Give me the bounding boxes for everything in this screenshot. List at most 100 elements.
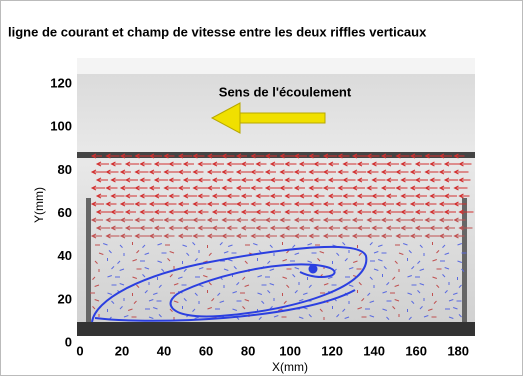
vector	[226, 161, 242, 167]
vector	[394, 260, 398, 264]
vector	[443, 225, 455, 231]
vector	[269, 209, 281, 215]
vector	[208, 282, 212, 286]
vector	[369, 276, 373, 280]
vector	[207, 307, 212, 310]
vector	[298, 225, 310, 231]
vector	[383, 266, 387, 270]
vector	[105, 185, 118, 191]
vector	[385, 193, 397, 199]
vector	[307, 260, 312, 263]
vector	[153, 193, 167, 199]
vector	[153, 177, 168, 183]
vector	[250, 169, 264, 175]
vector	[186, 252, 190, 256]
vector	[267, 260, 271, 264]
vector	[293, 201, 309, 207]
vector	[371, 193, 385, 199]
vector	[177, 169, 191, 175]
vector	[182, 177, 198, 183]
vector	[157, 243, 162, 246]
velocity-vectors	[90, 153, 474, 320]
vector	[382, 291, 387, 294]
vector	[197, 177, 211, 183]
vector	[351, 233, 367, 239]
vector	[337, 153, 350, 159]
vector	[197, 209, 209, 215]
vector	[182, 161, 194, 167]
vector	[244, 299, 250, 302]
vector	[250, 185, 263, 191]
vector	[244, 284, 250, 287]
vector	[453, 217, 466, 223]
vector	[371, 177, 386, 183]
vector	[250, 233, 265, 239]
vector	[226, 225, 238, 231]
vector	[177, 185, 190, 191]
vector	[240, 225, 255, 231]
vector	[395, 185, 408, 191]
vector	[327, 209, 341, 215]
vector	[292, 274, 296, 278]
vector	[382, 308, 387, 311]
vector	[351, 217, 363, 223]
vector	[255, 177, 271, 183]
vector	[366, 217, 381, 223]
vector	[198, 267, 204, 270]
vector	[257, 275, 262, 278]
vector	[192, 242, 196, 246]
vector	[255, 161, 267, 167]
vector	[153, 307, 158, 310]
vector	[322, 153, 337, 159]
vector	[429, 161, 442, 167]
vector	[211, 225, 225, 231]
vector	[448, 299, 454, 302]
vector	[235, 153, 247, 159]
vector	[336, 314, 340, 318]
vector	[264, 153, 277, 159]
y-tick-label: 20	[58, 291, 72, 306]
vector	[232, 308, 237, 311]
vector	[183, 268, 187, 272]
vector	[95, 161, 109, 167]
vector	[167, 258, 171, 262]
vector	[394, 284, 400, 287]
vector	[369, 300, 375, 303]
chart-title: ligne de courant et champ de vitesse ent…	[8, 24, 427, 39]
vector	[308, 169, 324, 175]
vector	[258, 316, 262, 320]
vector	[373, 268, 379, 271]
vector	[442, 274, 446, 278]
vector	[458, 177, 471, 183]
vector	[395, 233, 410, 239]
vector	[208, 252, 212, 256]
vector	[279, 233, 295, 239]
vector	[269, 244, 273, 248]
vector	[163, 169, 179, 175]
vector	[124, 177, 138, 183]
vector	[134, 233, 150, 239]
vector	[307, 243, 312, 246]
vector	[444, 290, 448, 294]
vector	[177, 233, 192, 239]
vector	[400, 193, 415, 199]
vector	[226, 177, 241, 183]
vector	[219, 242, 223, 246]
vector	[163, 153, 175, 159]
annotation: Sens de l'écoulement	[219, 84, 352, 99]
vector	[269, 283, 275, 286]
vector	[250, 153, 265, 159]
vector	[424, 217, 436, 223]
vector	[356, 193, 372, 199]
vector	[395, 201, 407, 207]
vector	[119, 201, 134, 207]
vector	[442, 244, 446, 248]
vector	[119, 306, 123, 310]
vector	[144, 290, 148, 294]
photo	[77, 58, 475, 336]
y-tick-label: 0	[65, 334, 72, 349]
vector	[153, 209, 166, 215]
vector	[139, 177, 151, 183]
vector	[414, 225, 430, 231]
vector	[344, 258, 348, 262]
